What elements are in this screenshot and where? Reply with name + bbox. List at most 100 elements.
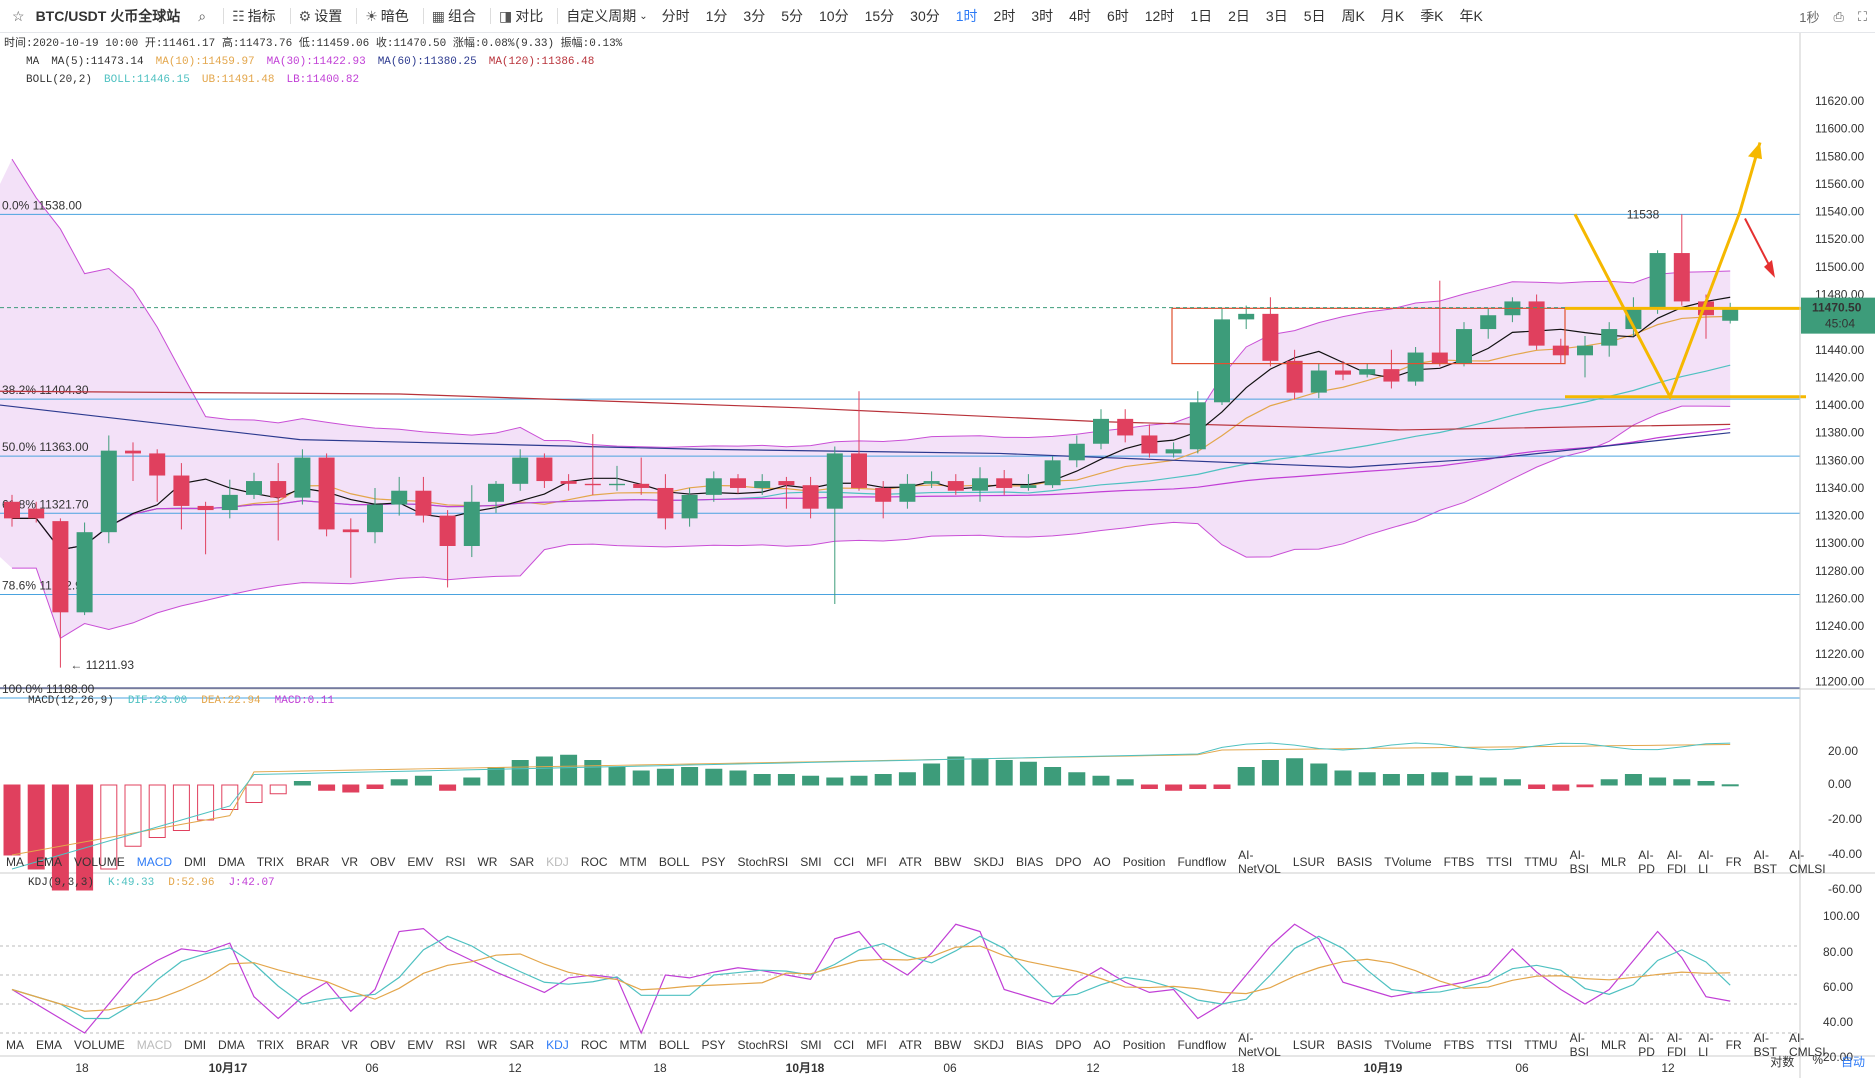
indicator-tab-fr[interactable]: FR <box>1725 1038 1742 1052</box>
indicator-tab-ftbs[interactable]: FTBS <box>1443 855 1475 869</box>
indicator-tab-boll[interactable]: BOLL <box>658 1038 690 1052</box>
star-icon[interactable]: ☆ <box>12 7 25 24</box>
indicator-tab-cci[interactable]: CCI <box>833 855 855 869</box>
percent-scale-toggle[interactable]: % <box>1812 1053 1823 1067</box>
indicator-tab-ai-cmlsi[interactable]: AI-CMLSI <box>1788 1031 1826 1059</box>
indicator-tab-basis[interactable]: BASIS <box>1336 855 1373 869</box>
indicator-tab-dpo[interactable]: DPO <box>1055 1038 1082 1052</box>
period-周K[interactable]: 周K <box>1341 8 1365 24</box>
period-4时[interactable]: 4时 <box>1069 8 1091 24</box>
period-30分[interactable]: 30分 <box>910 8 940 24</box>
indicator-tab-position[interactable]: Position <box>1122 855 1166 869</box>
indicator-tab-fr[interactable]: FR <box>1725 855 1742 869</box>
search-button[interactable]: ⌕ <box>198 8 209 25</box>
indicator-tab-roc[interactable]: ROC <box>580 855 608 869</box>
indicator-tab-ao[interactable]: AO <box>1093 855 1111 869</box>
indicator-tab-ttmu[interactable]: TTMU <box>1524 1038 1558 1052</box>
indicator-tab-mlr[interactable]: MLR <box>1600 1038 1627 1052</box>
indicator-tab-emv[interactable]: EMV <box>407 855 434 869</box>
indicator-tab-volume[interactable]: VOLUME <box>74 855 125 869</box>
period-6时[interactable]: 6时 <box>1106 8 1129 24</box>
indicator-tab-mfi[interactable]: MFI <box>866 855 887 869</box>
indicator-tab-brar[interactable]: BRAR <box>296 855 330 869</box>
indicator-tab-smi[interactable]: SMI <box>800 1038 822 1052</box>
settings-button[interactable]: ⚙ 设置 <box>298 7 343 25</box>
period-5分[interactable]: 5分 <box>781 8 804 24</box>
indicator-tab-psy[interactable]: PSY <box>701 855 726 869</box>
indicator-tab-mlr[interactable]: MLR <box>1600 855 1627 869</box>
indicator-tab-kdj[interactable]: KDJ <box>546 855 569 869</box>
auto-scale-toggle[interactable]: 自动 <box>1840 1055 1865 1069</box>
indicator-tab-cci[interactable]: CCI <box>833 1038 855 1052</box>
indicator-tab-trix[interactable]: TRIX <box>256 855 285 869</box>
indicator-tab-vr[interactable]: VR <box>341 1038 359 1052</box>
indicator-tab-bbw[interactable]: BBW <box>934 855 962 869</box>
fullscreen-icon[interactable]: ⛶ <box>1857 8 1867 24</box>
indicator-tab-vr[interactable]: VR <box>341 855 359 869</box>
indicator-tab-ai-bsi[interactable]: AI-BSI <box>1569 1031 1589 1059</box>
log-scale-toggle[interactable]: 对数 <box>1770 1055 1795 1069</box>
indicator-tab-brar[interactable]: BRAR <box>296 1038 330 1052</box>
indicator-tab-mtm[interactable]: MTM <box>619 855 647 869</box>
period-1分[interactable]: 1分 <box>705 8 728 24</box>
indicator-tab-wr[interactable]: WR <box>477 1038 498 1052</box>
indicator-tab-volume[interactable]: VOLUME <box>74 1038 125 1052</box>
indicator-tab-tvolume[interactable]: TVolume <box>1384 1038 1432 1052</box>
period-2日[interactable]: 2日 <box>1228 8 1250 24</box>
indicator-tab-skdj[interactable]: SKDJ <box>973 855 1005 869</box>
indicator-tab-lsur[interactable]: LSUR <box>1292 855 1325 869</box>
indicator-tab-ai-fdi[interactable]: AI-FDI <box>1666 848 1687 876</box>
indicator-tab-atr[interactable]: ATR <box>898 1038 923 1052</box>
indicator-tab-basis[interactable]: BASIS <box>1336 1038 1373 1052</box>
indicator-tab-ftbs[interactable]: FTBS <box>1443 1038 1475 1052</box>
period-年K[interactable]: 年K <box>1459 8 1483 24</box>
period-2时[interactable]: 2时 <box>993 8 1016 24</box>
period-10分[interactable]: 10分 <box>819 8 849 24</box>
indicator-tab-emv[interactable]: EMV <box>407 1038 434 1052</box>
indicator-tab-ma[interactable]: MA <box>6 855 24 869</box>
indicator-tab-ai-fdi[interactable]: AI-FDI <box>1666 1031 1687 1059</box>
period-分时[interactable]: 分时 <box>661 8 690 24</box>
chart-canvas[interactable]: 0.0% 11538.00 38.2% 11404.30 50.0% 11363.0… <box>0 33 1875 1078</box>
indicator-tab-dpo[interactable]: DPO <box>1055 855 1082 869</box>
indicator-tab-ttsi[interactable]: TTSI <box>1486 1038 1513 1052</box>
layout-button[interactable]: ▦ 组合 <box>431 7 476 25</box>
indicator-tab-trix[interactable]: TRIX <box>256 1038 285 1052</box>
indicator-tab-ai-netvol[interactable]: AI-NetVOL <box>1238 1031 1281 1059</box>
indicator-tab-lsur[interactable]: LSUR <box>1292 1038 1325 1052</box>
period-1日[interactable]: 1日 <box>1190 8 1213 24</box>
indicator-tab-sar[interactable]: SAR <box>509 1038 535 1052</box>
indicator-tab-ai-pd[interactable]: AI-PD <box>1638 1031 1655 1059</box>
indicator-tab-mtm[interactable]: MTM <box>619 1038 647 1052</box>
indicator-tab-ao[interactable]: AO <box>1093 1038 1111 1052</box>
indicator-tab-rsi[interactable]: RSI <box>445 855 466 869</box>
indicator-tab-dma[interactable]: DMA <box>218 855 245 869</box>
indicator-tab-macd[interactable]: MACD <box>136 855 173 869</box>
indicator-tab-bias[interactable]: BIAS <box>1016 1038 1044 1052</box>
indicator-tab-wr[interactable]: WR <box>477 855 498 869</box>
indicator-tab-ma[interactable]: MA <box>6 1038 24 1052</box>
period-3日[interactable]: 3日 <box>1265 8 1288 24</box>
indicator-tab-ema[interactable]: EMA <box>36 1038 63 1052</box>
indicator-tab-sar[interactable]: SAR <box>509 855 535 869</box>
indicator-tab-ttsi[interactable]: TTSI <box>1486 855 1513 869</box>
indicator-tab-mfi[interactable]: MFI <box>866 1038 887 1052</box>
indicator-tab-bias[interactable]: BIAS <box>1016 855 1044 869</box>
indicator-tab-ai-netvol[interactable]: AI-NetVOL <box>1238 848 1281 876</box>
indicator-tab-dmi[interactable]: DMI <box>184 855 207 869</box>
indicator-tab-macd[interactable]: MACD <box>136 1038 173 1052</box>
indicator-tab-bbw[interactable]: BBW <box>934 1038 962 1052</box>
compare-button[interactable]: ◨ 对比 <box>499 7 544 25</box>
indicator-tab-fundflow[interactable]: Fundflow <box>1177 1038 1227 1052</box>
indicator-tab-dmi[interactable]: DMI <box>184 1038 207 1052</box>
indicator-tab-stochrsi[interactable]: StochRSI <box>737 1038 789 1052</box>
period-12时[interactable]: 12时 <box>1144 8 1175 24</box>
refresh-rate[interactable]: 1秒 <box>1799 10 1820 25</box>
indicator-tab-tvolume[interactable]: TVolume <box>1384 855 1432 869</box>
indicator-tab-kdj[interactable]: KDJ <box>546 1038 569 1052</box>
indicator-tab-obv[interactable]: OBV <box>370 855 396 869</box>
period-3时[interactable]: 3时 <box>1031 8 1054 24</box>
indicator-tab-fundflow[interactable]: Fundflow <box>1177 855 1227 869</box>
period-1时[interactable]: 1时 <box>955 8 978 24</box>
period-季K[interactable]: 季K <box>1420 8 1444 24</box>
